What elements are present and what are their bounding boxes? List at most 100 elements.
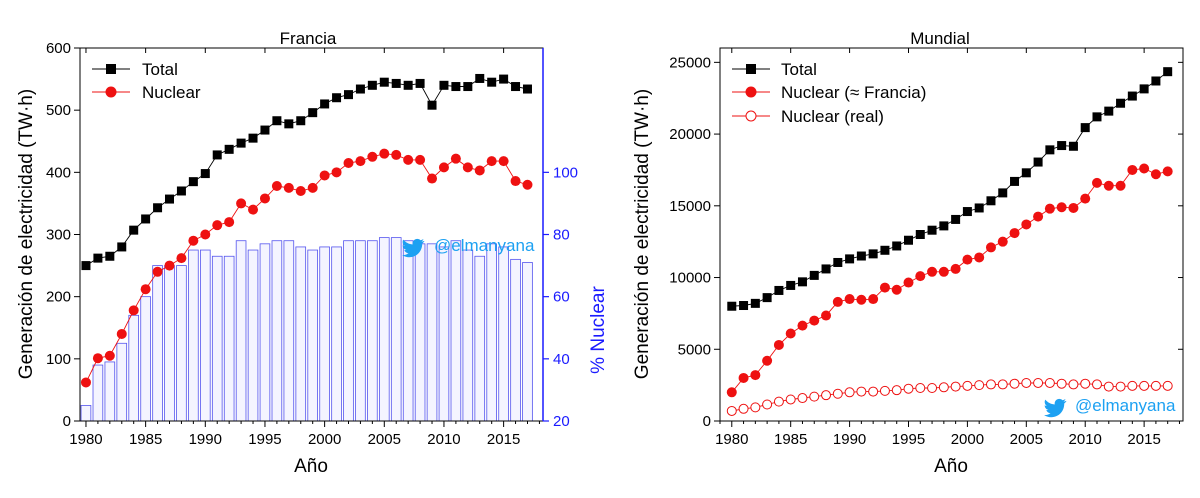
point-total [272,116,282,126]
bar-nuclear-percent [486,243,497,422]
point-nuclear-real [726,405,737,416]
y-tick-label: 300 [46,227,71,244]
point-nuclear [248,204,259,215]
bar-nuclear-percent [522,262,533,422]
point-nuclear-real [879,385,890,396]
point-nuclear-francia [785,328,796,339]
point-nuclear-real [750,402,761,413]
point-total [1151,76,1161,86]
point-nuclear-real [762,399,773,410]
bar-nuclear-percent [402,240,414,422]
x-tick-label: 1985 [774,431,807,448]
point-nuclear-francia [1033,211,1044,222]
y-tick-label: 600 [46,40,71,57]
point-total [511,82,521,92]
point-nuclear-francia [809,315,820,326]
x-tick-label: 2010 [1069,431,1102,448]
point-nuclear [462,162,473,173]
bar-nuclear-percent [295,246,307,422]
point-nuclear-francia [773,339,784,350]
point-nuclear [128,305,139,316]
bar-nuclear-percent [176,265,187,422]
bar-nuclear-percent [414,243,426,422]
x-tick-label: 1990 [833,431,866,448]
point-total [164,194,174,204]
point-total [403,80,413,90]
bar-nuclear-percent [450,240,462,422]
point-total [212,150,222,160]
bar-nuclear-percent [438,246,450,422]
point-nuclear [259,193,270,204]
point-nuclear [140,284,151,295]
point-total [176,186,186,196]
point-nuclear [200,229,211,240]
point-nuclear-real [1033,377,1044,388]
y-tick-label: 5000 [678,341,711,358]
point-nuclear-francia [915,271,926,282]
point-nuclear-real [821,390,832,401]
point-nuclear-francia [750,370,761,381]
point-nuclear-real [927,383,938,394]
point-total [451,82,461,92]
point-total [986,196,996,206]
point-total [415,78,425,88]
point-nuclear-real [1162,380,1173,391]
point-total [260,125,270,135]
point-total [1045,145,1055,155]
point-total [962,207,972,217]
bar-nuclear-percent [200,249,211,422]
y-tick-label: 400 [46,164,71,181]
twitter-bird-icon [1044,398,1067,418]
bar-nuclear-percent [164,265,175,422]
legend-label-nuclear-real: Nuclear (real) [781,107,884,126]
point-nuclear-francia [997,236,1008,247]
bar-nuclear-percent [343,240,354,422]
point-nuclear-francia [985,242,996,253]
chart-mundial: Mundial 1980 1985 1990 1995 2000 2005 2010 2015… [632,29,1184,477]
point-nuclear-francia [879,282,890,293]
point-total [1116,98,1126,108]
y2-tick-label: 20 [553,413,570,430]
point-total [141,214,151,224]
point-total [750,298,760,308]
x-tick-label: 2010 [427,431,460,448]
point-nuclear [295,185,306,196]
point-nuclear [379,148,390,159]
y-tick-label: 0 [63,413,71,430]
point-total [343,90,353,100]
point-nuclear-francia [927,266,938,277]
point-nuclear-francia [1056,202,1067,213]
point-nuclear-real [785,394,796,405]
x-tick-label: 1995 [248,431,281,448]
point-total [391,78,401,88]
point-nuclear [104,350,115,361]
point-total [1104,106,1114,116]
watermark: @elmanyana [1044,396,1176,418]
legend-marker-nuclear-real [745,110,757,122]
point-total [786,280,796,290]
point-total [774,285,784,295]
point-nuclear [486,156,497,167]
point-nuclear-francia [832,296,843,307]
point-nuclear-real [1139,380,1150,391]
point-nuclear [331,167,342,178]
chart-title: Francia [280,29,337,48]
point-nuclear [152,266,163,277]
y-tick-label: 100 [46,351,71,368]
point-nuclear-francia [1115,180,1126,191]
bar-nuclear-percent [128,314,139,422]
point-nuclear-real [1044,377,1055,388]
point-nuclear-real [974,380,985,391]
point-nuclear-real [797,393,808,404]
point-nuclear [415,154,426,165]
bar-nuclear-percent [92,364,104,422]
point-nuclear-francia [1021,219,1032,230]
point-nuclear-francia [738,372,749,383]
legend-label-total: Total [781,60,817,79]
bar-nuclear-percent [390,237,402,422]
point-total [296,116,306,126]
bar-nuclear-percent [462,249,474,422]
point-nuclear [319,170,330,181]
point-total [153,203,163,213]
point-nuclear [188,235,199,246]
